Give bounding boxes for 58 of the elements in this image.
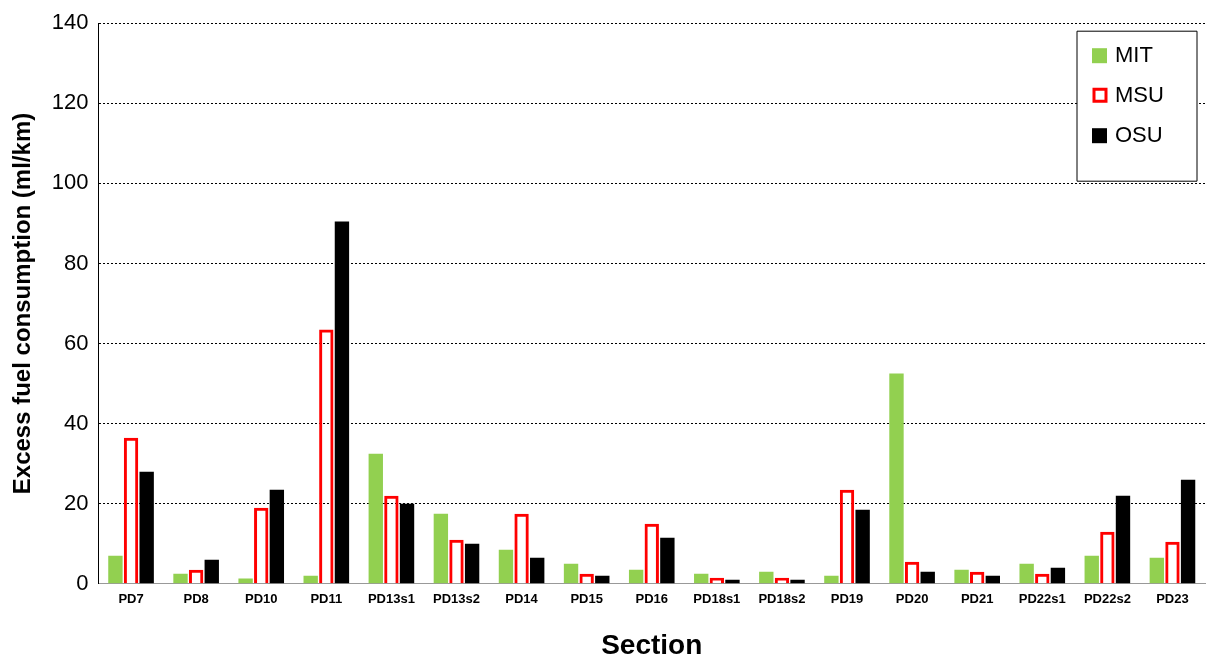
- x-tick-label: PD16: [635, 591, 669, 607]
- x-tick-label: PD22s1: [1018, 591, 1066, 607]
- x-tick-label: PD19: [830, 591, 864, 607]
- bar: [855, 509, 870, 584]
- legend-label: MSU: [1115, 82, 1164, 108]
- bar: [1019, 563, 1034, 584]
- x-tick-label: PD20: [895, 591, 929, 607]
- bar: [1084, 555, 1099, 584]
- bar: [334, 221, 350, 584]
- x-tick-label: PD11: [310, 591, 343, 607]
- y-tick-label: 20: [64, 489, 89, 515]
- x-tick-label: PD7: [118, 591, 144, 607]
- x-tick-label: PD13s1: [367, 591, 415, 607]
- bar: [985, 575, 1000, 584]
- bar: [563, 563, 579, 584]
- bar: [204, 559, 219, 584]
- x-tick-label: PD23: [1156, 591, 1189, 607]
- bar: [759, 571, 774, 584]
- bar: [1149, 557, 1165, 584]
- y-tick-label: 60: [64, 329, 89, 355]
- x-tick-label: PD18s2: [758, 591, 806, 607]
- x-tick-label: PD15: [570, 591, 603, 607]
- bar: [1050, 567, 1066, 584]
- bar: [595, 575, 610, 584]
- bar: [790, 579, 805, 584]
- bar: [889, 373, 904, 584]
- bar: [368, 453, 383, 584]
- y-tick-label: 100: [51, 169, 89, 195]
- bar: [694, 573, 709, 584]
- bar: [173, 573, 188, 584]
- bar: [108, 555, 123, 584]
- bar: [464, 543, 480, 584]
- y-tick-label: 140: [51, 9, 89, 35]
- x-axis-title: Section: [601, 628, 703, 660]
- bar: [303, 575, 318, 584]
- y-tick-label: 0: [76, 569, 89, 595]
- bar: [628, 569, 644, 584]
- y-tick-label: 40: [64, 409, 89, 435]
- x-tick-label: PD14: [505, 591, 539, 607]
- y-tick-label: 120: [51, 89, 89, 115]
- bar: [920, 571, 935, 584]
- bar: [824, 575, 839, 584]
- x-tick-label: PD8: [183, 591, 209, 607]
- legend-label: OSU: [1115, 122, 1163, 148]
- x-tick-label: PD10: [244, 591, 278, 607]
- x-tick-label: PD22s2: [1083, 591, 1131, 607]
- bar: [660, 537, 675, 584]
- bar: [433, 513, 449, 584]
- x-tick-label: PD21: [960, 591, 994, 607]
- x-tick-label: PD18s1: [693, 591, 741, 607]
- bar: [954, 569, 969, 584]
- x-tick-label: PD13s2: [433, 591, 480, 607]
- y-axis-title: Excess fuel consumption (ml/km): [8, 112, 36, 495]
- legend-label: MIT: [1115, 42, 1153, 68]
- bar: [725, 579, 740, 584]
- y-tick-label: 80: [64, 249, 89, 275]
- bar: [498, 549, 514, 584]
- bar: [530, 557, 545, 584]
